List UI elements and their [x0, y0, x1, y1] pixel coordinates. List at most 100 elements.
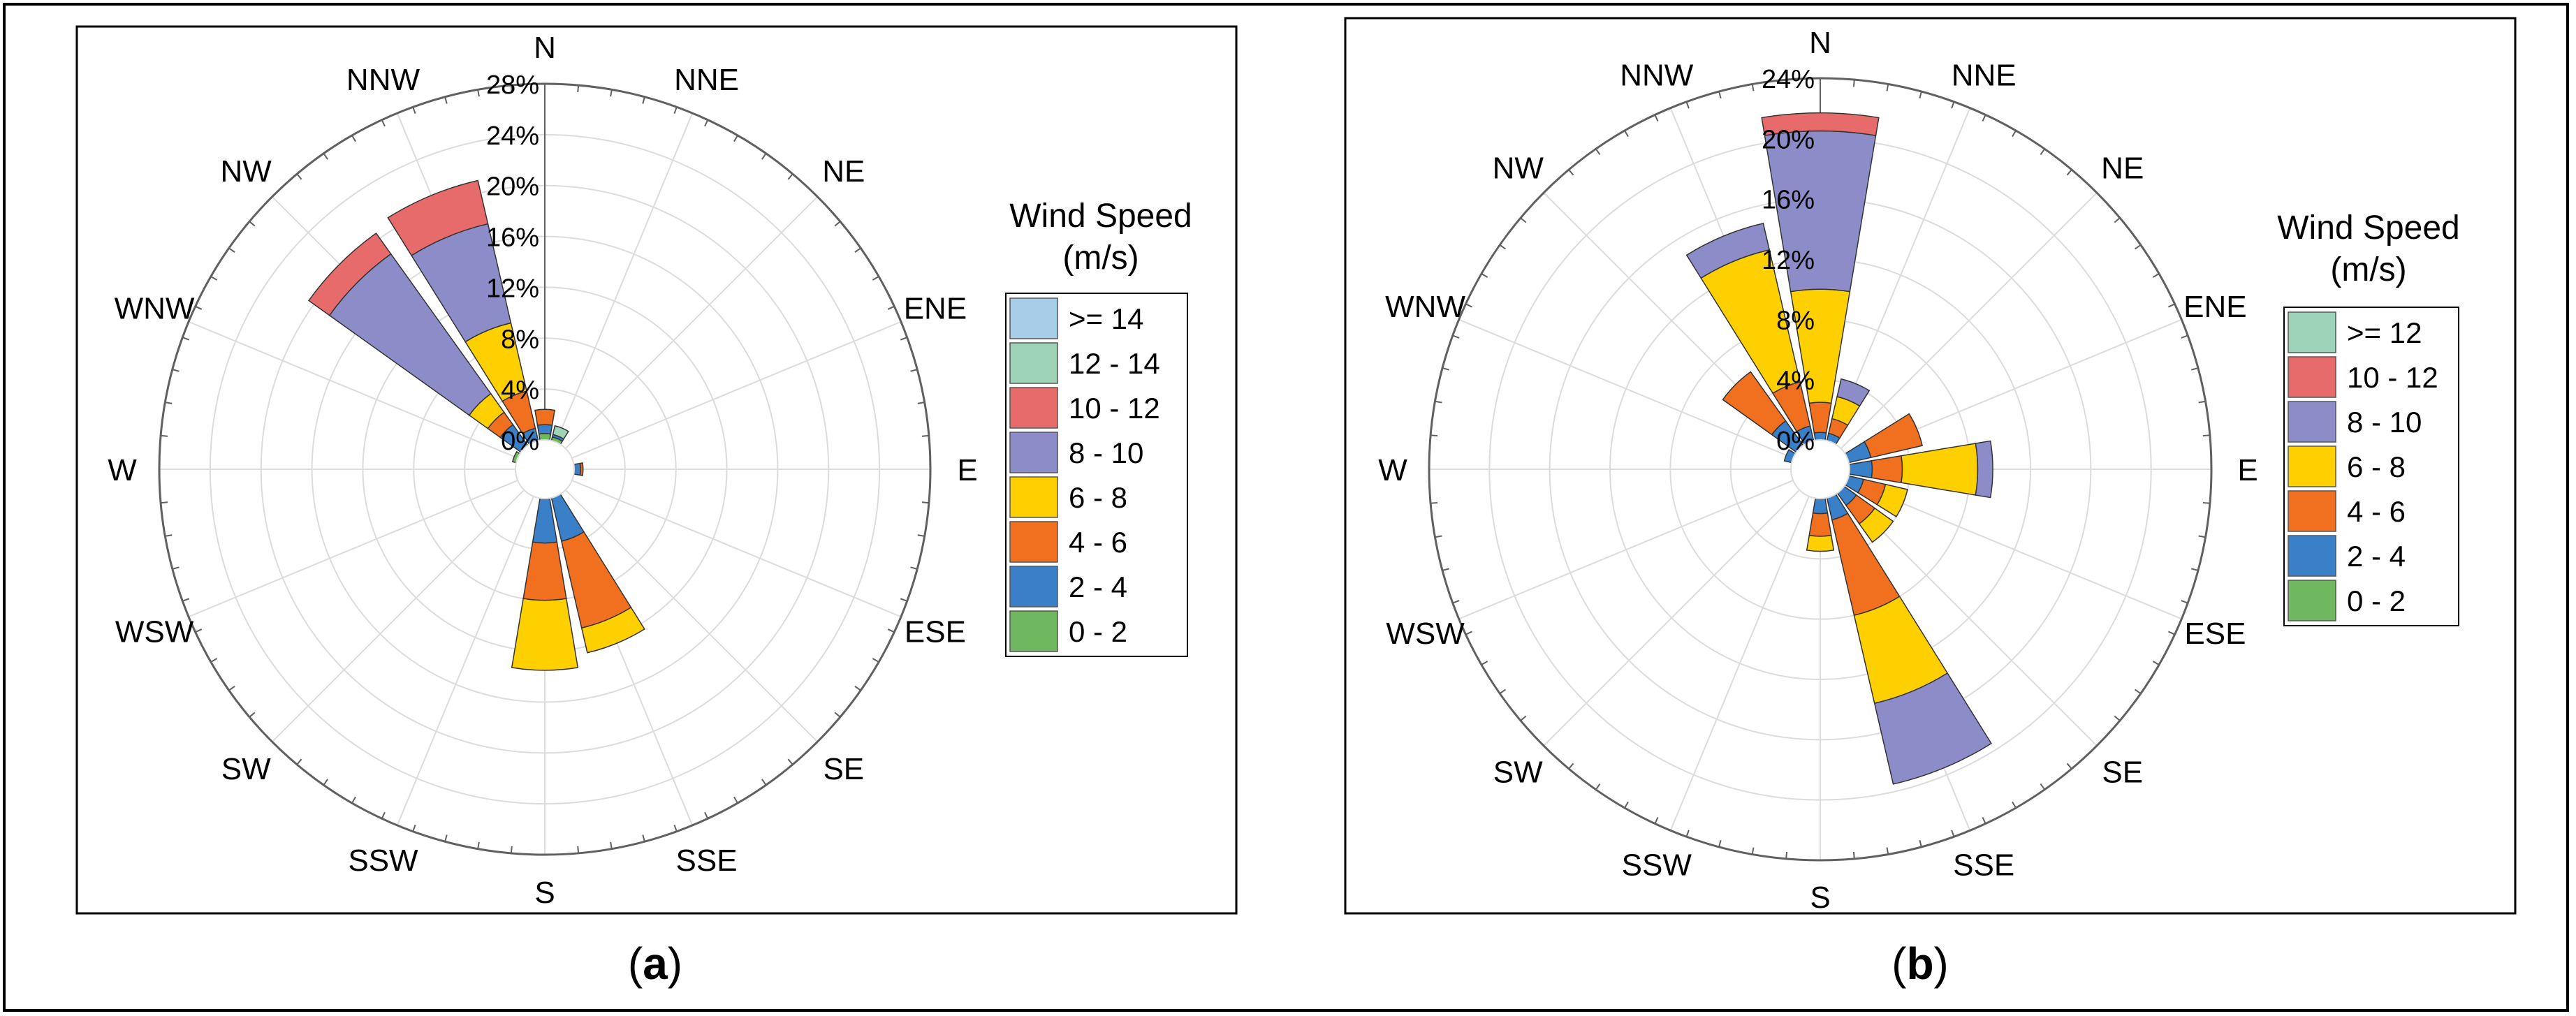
legend-label-ge-14: >= 14: [1069, 302, 1143, 335]
outer-tick: [182, 337, 190, 341]
outer-tick: [1624, 801, 1629, 809]
spoke-wsw: [188, 480, 518, 618]
wedge-nnw-8-10: [1685, 223, 1771, 279]
outer-tick: [2134, 244, 2142, 250]
radial-tick-12: 12%: [486, 274, 539, 303]
outer-tick: [1785, 851, 1788, 859]
wedge-ene-4-6: [1864, 413, 1923, 459]
outer-tick: [2181, 600, 2188, 604]
outer-tick: [1951, 101, 1955, 109]
outer-tick: [1919, 840, 1922, 848]
outer-tick: [1685, 101, 1690, 109]
legend-swatch-6-8: [2288, 446, 2336, 487]
outer-tick: [854, 686, 861, 691]
direction-label-sw: SW: [221, 752, 271, 786]
direction-label-ese: ESE: [905, 615, 966, 649]
legend-swatch-8-10: [1009, 432, 1058, 473]
legend-label-6-8: 6 - 8: [1069, 481, 1127, 514]
outer-tick: [510, 846, 513, 853]
outer-tick: [1452, 600, 1460, 604]
wedge-s-6-8: [1806, 534, 1835, 552]
outer-tick: [1481, 661, 1488, 665]
legend-label-8-10: 8 - 10: [1069, 436, 1143, 469]
outer-tick: [172, 369, 180, 372]
outer-tick: [249, 221, 256, 227]
legend-label-2-4: 2 - 4: [2347, 540, 2406, 573]
outer-tick: [872, 276, 879, 281]
outer-tick: [1718, 840, 1722, 848]
outer-tick: [1442, 367, 1449, 371]
legend-swatch-ge-14: [1009, 297, 1058, 339]
outer-tick: [444, 834, 448, 842]
radial-tick-0: 0%: [501, 427, 539, 456]
outer-tick: [787, 758, 793, 765]
outer-tick: [900, 598, 908, 602]
panel-a-chart: N NNE NE ENE E ESE SE SSE S SSW SW WSW W WNW NW NNW 0% 4%…: [108, 31, 977, 910]
legend-swatch-10-12: [2288, 356, 2336, 398]
outer-tick: [2181, 334, 2188, 339]
direction-label-ene: ENE: [2183, 290, 2246, 324]
legend-swatch-ge-12: [2288, 311, 2336, 353]
outer-tick: [1982, 817, 1986, 824]
direction-label-nw: NW: [1493, 151, 1544, 185]
legend-swatch-4-6: [1009, 521, 1058, 563]
legend-swatch-0-2: [1009, 610, 1058, 652]
wedge-ese-6-8: [1876, 483, 1908, 517]
outer-tick: [477, 841, 480, 849]
wedge-nne-12-14: [552, 425, 569, 440]
outer-tick: [1624, 130, 1629, 138]
outer-tick: [1465, 631, 1472, 635]
wedge-s-6-8: [511, 598, 579, 671]
direction-label-w: W: [108, 453, 137, 487]
outer-tick: [921, 501, 929, 504]
legend-label-0-2: 0 - 2: [2347, 584, 2406, 617]
outer-tick: [210, 658, 218, 663]
outer-tick: [195, 305, 203, 310]
outer-tick: [1430, 434, 1438, 437]
legend-swatch-4-6: [2288, 490, 2336, 532]
direction-label-ssw: SSW: [1622, 848, 1692, 882]
outer-tick: [323, 779, 328, 786]
legend-label-12-14: 12 - 14: [1069, 347, 1160, 380]
outer-tick: [2066, 763, 2072, 770]
outer-tick: [1751, 84, 1755, 91]
outer-tick: [910, 369, 918, 372]
radial-tick-4: 4%: [1776, 367, 1815, 396]
spoke-ne: [564, 196, 819, 450]
outer-tick: [2040, 783, 2046, 790]
outer-tick: [2198, 535, 2206, 538]
wedge-nw-10-12: [307, 232, 392, 316]
wedge-n-2-4: [1813, 432, 1827, 441]
calm-circle: [515, 439, 575, 499]
direction-label-sse: SSE: [1953, 848, 2014, 882]
radial-tick-24: 24%: [1762, 65, 1815, 94]
outer-tick: [642, 834, 645, 842]
wedge-e-6-8: [1901, 443, 1979, 496]
panel-a-box: [75, 25, 1238, 915]
wedge-s-2-4: [1812, 497, 1829, 515]
radial-tick-20: 20%: [486, 172, 539, 202]
spoke-ene: [571, 321, 902, 459]
direction-label-n: N: [1809, 26, 1831, 60]
direction-label-s: S: [1810, 881, 1830, 915]
outer-tick: [872, 658, 879, 663]
outer-tick: [834, 712, 841, 718]
wedge-nnw-10-12: [387, 179, 489, 256]
radial-tick-16: 16%: [1762, 186, 1815, 215]
direction-label-nne: NNE: [674, 63, 739, 97]
outer-tick: [1568, 763, 1574, 770]
spoke-wnw: [188, 321, 518, 459]
outer-tick: [1982, 115, 1986, 122]
direction-label-wnw: WNW: [115, 291, 195, 325]
radial-tick-24: 24%: [486, 122, 539, 151]
radial-tick-20: 20%: [1762, 125, 1815, 154]
outer-tick: [910, 566, 918, 570]
outer-tick: [2198, 400, 2206, 404]
outer-tick: [195, 628, 203, 633]
direction-label-wsw: WSW: [115, 615, 194, 649]
outer-tick: [1465, 303, 1472, 308]
outer-tick: [2191, 568, 2199, 571]
outer-tick: [1520, 217, 1527, 223]
outer-tick: [412, 824, 416, 832]
legend-swatch-0-2: [2288, 580, 2336, 621]
